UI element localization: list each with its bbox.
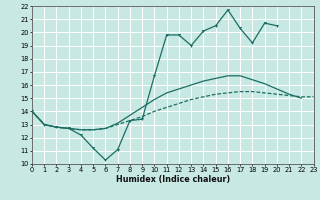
X-axis label: Humidex (Indice chaleur): Humidex (Indice chaleur) [116, 175, 230, 184]
